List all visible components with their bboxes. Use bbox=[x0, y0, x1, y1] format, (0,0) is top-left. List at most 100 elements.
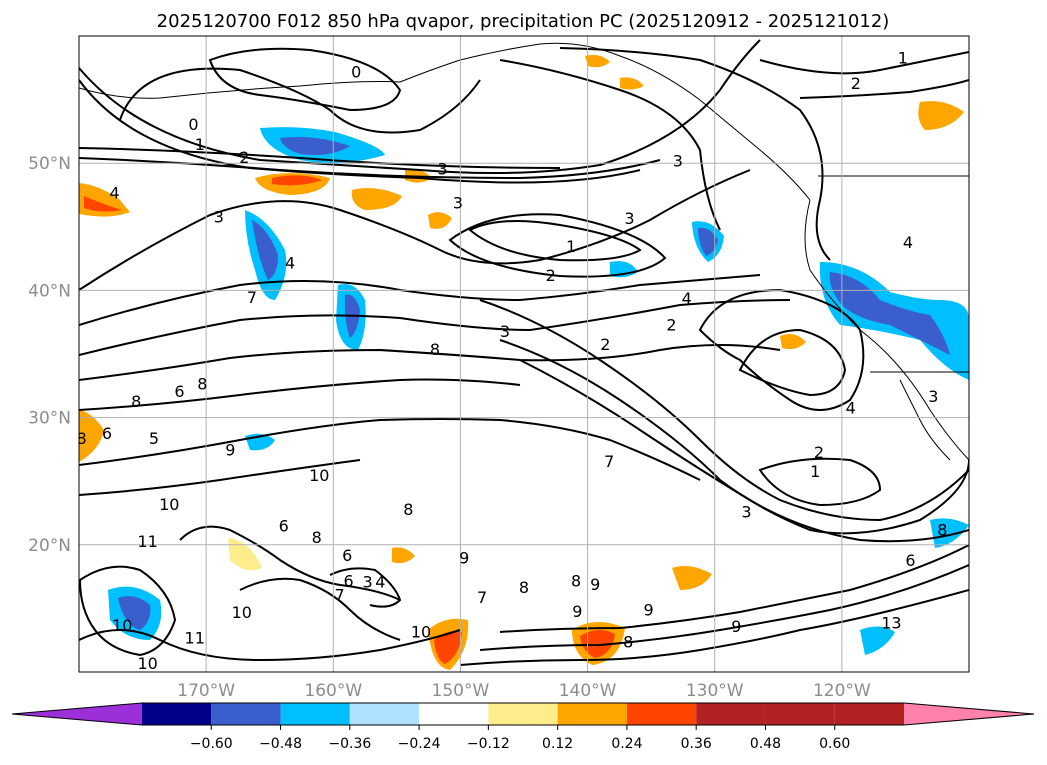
contour-line bbox=[79, 299, 791, 356]
colorbar-tick-label: −0.48 bbox=[259, 736, 302, 752]
contour-line bbox=[479, 564, 969, 651]
contour-label: 2 bbox=[814, 443, 824, 462]
contour-label: 13 bbox=[881, 613, 901, 632]
contour-line bbox=[738, 328, 847, 397]
lon-tick-label: 170°W bbox=[177, 681, 235, 701]
colorbar-extend-min bbox=[12, 703, 142, 725]
colorbar-tick-label: −0.24 bbox=[398, 736, 441, 752]
contour-label: 2 bbox=[851, 74, 861, 93]
precip-patch bbox=[860, 626, 895, 655]
contour-label: 6 bbox=[905, 551, 915, 570]
lon-tick-label: 120°W bbox=[813, 681, 871, 701]
coastlines bbox=[79, 42, 969, 461]
contour-label: 10 bbox=[411, 622, 431, 641]
colorbar-segment bbox=[557, 703, 627, 725]
contour-line bbox=[459, 589, 969, 666]
colorbar: −0.60 −0.48 −0.36 −0.24 −0.12 0.12 0.24 0.36 0.4… bbox=[11, 702, 1035, 752]
contour-label: 1 bbox=[810, 462, 820, 481]
lon-tick-label: 160°W bbox=[304, 681, 362, 701]
colorbar-tick-label: 0.12 bbox=[542, 736, 573, 752]
colorbar-tick-label: 0.36 bbox=[681, 736, 712, 752]
contour-label: 9 bbox=[590, 575, 600, 594]
contour-label: 8 bbox=[623, 632, 633, 651]
precip-patch bbox=[780, 334, 806, 350]
contour-label: 4 bbox=[375, 573, 385, 592]
precip-patch bbox=[434, 631, 462, 664]
contour-label: 3 bbox=[438, 159, 448, 178]
contour-label: 8 bbox=[197, 374, 207, 393]
colorbar-segment bbox=[626, 703, 697, 725]
contour-label: 7 bbox=[335, 585, 345, 604]
contour-label: 2 bbox=[666, 316, 676, 335]
precip-patch bbox=[672, 566, 712, 590]
contour-label: 3 bbox=[673, 152, 683, 171]
coastline-alaska bbox=[79, 42, 811, 201]
colorbar-segment bbox=[211, 703, 281, 725]
contour-label: 6 bbox=[343, 571, 353, 590]
contour-label: 1 bbox=[898, 49, 908, 68]
contour-label: 4 bbox=[903, 233, 913, 252]
lat-tick-label: 20°N bbox=[28, 536, 71, 556]
chart-title: 2025120700 F012 850 hPa qvapor, precipit… bbox=[157, 11, 890, 32]
contour-line bbox=[559, 47, 831, 261]
precip-patch bbox=[930, 518, 969, 548]
contour-label: 8 bbox=[312, 528, 322, 547]
contour-label: 8 bbox=[519, 578, 529, 597]
contour-line bbox=[239, 577, 401, 641]
contour-label: 3 bbox=[928, 387, 938, 406]
lat-tick-label: 40°N bbox=[28, 281, 71, 301]
contour-label: 6 bbox=[279, 517, 289, 536]
contour-label: 5 bbox=[149, 429, 159, 448]
colorbar-tick-label: 0.60 bbox=[819, 736, 850, 752]
contour-label: 8 bbox=[131, 392, 141, 411]
contour-label: 8 bbox=[937, 521, 947, 540]
coastline-north-america bbox=[804, 199, 969, 461]
contour-line bbox=[79, 39, 761, 175]
contour-label: 4 bbox=[682, 289, 692, 308]
contour-label: 1 bbox=[195, 135, 205, 154]
contour-label: 1 bbox=[566, 237, 576, 256]
contour-label: 2 bbox=[546, 266, 556, 285]
contour-line bbox=[468, 220, 642, 262]
contour-line bbox=[799, 79, 969, 99]
contour-label: 9 bbox=[572, 602, 582, 621]
contour-label: 3 bbox=[741, 503, 751, 522]
longitude-labels: 170°W 160°W 150°W 140°W 130°W 120°W bbox=[177, 681, 871, 701]
contour-line bbox=[79, 418, 701, 481]
colorbar-tick-label: 0.48 bbox=[750, 736, 781, 752]
contour-line bbox=[79, 459, 361, 496]
contour-label: 8 bbox=[403, 500, 413, 519]
contour-line bbox=[79, 147, 561, 169]
precip-patch bbox=[84, 196, 122, 212]
precip-patch bbox=[118, 596, 151, 630]
precip-patch bbox=[272, 175, 322, 186]
precip-patch bbox=[280, 137, 350, 155]
colorbar-tick-label: −0.12 bbox=[467, 736, 510, 752]
contour-line bbox=[499, 59, 721, 231]
contour-label: 7 bbox=[247, 288, 257, 307]
contour-label: 9 bbox=[225, 440, 235, 459]
precip-patch bbox=[392, 547, 415, 564]
contour-label: 10 bbox=[137, 654, 157, 673]
contour-label: 6 bbox=[174, 382, 184, 401]
colorbar-segment bbox=[142, 703, 212, 725]
contour-label: 7 bbox=[477, 588, 487, 607]
contour-label: 3 bbox=[624, 209, 634, 228]
contour-label: 4 bbox=[846, 398, 856, 417]
precip-patch bbox=[620, 77, 644, 90]
colorbar-tick-label: −0.36 bbox=[328, 736, 371, 752]
precip-patch bbox=[428, 212, 452, 229]
lat-tick-label: 30°N bbox=[28, 409, 71, 429]
contour-label: 8 bbox=[571, 571, 581, 590]
colorbar-segment bbox=[280, 703, 350, 725]
contour-line bbox=[79, 629, 461, 662]
precip-patch bbox=[918, 101, 964, 130]
contour-label: 7 bbox=[604, 452, 614, 471]
colorbar-outline bbox=[11, 702, 1035, 726]
precip-patch bbox=[829, 272, 950, 355]
contour-label: 10 bbox=[159, 495, 179, 514]
lat-tick-label: 50°N bbox=[28, 154, 71, 174]
colorbar-segment bbox=[696, 703, 766, 725]
contour-label: 8 bbox=[76, 429, 86, 448]
